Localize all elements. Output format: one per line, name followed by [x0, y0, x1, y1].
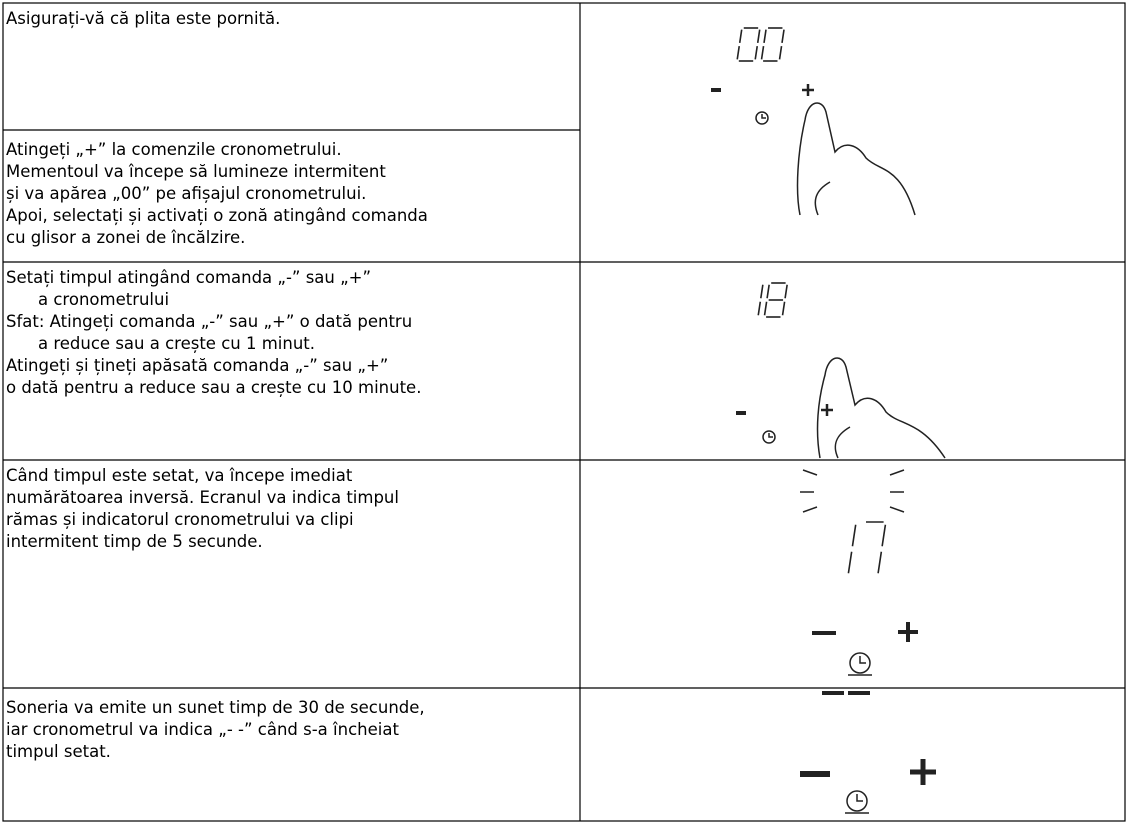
text-line: Sfat: Atingeți comanda „-” sau „+” o dat…: [6, 312, 413, 331]
timer-display: [847, 521, 887, 574]
cell-text: Atingeți „+” la comenzile cronometrului.…: [6, 139, 428, 249]
text-line: Soneria va emite un sunet timp de 30 de …: [6, 698, 425, 717]
controls-4: [800, 469, 918, 676]
text-line: numărătoarea inversă. Ecranul va indica …: [6, 488, 399, 507]
text-line: Atingeți „+” la comenzile cronometrului.: [6, 140, 342, 159]
controls-3: [736, 357, 946, 459]
cell-text: Când timpul este setat, va începe imedia…: [6, 465, 399, 553]
text-line: a reduce sau a crește cu 1 minut.: [38, 334, 316, 353]
text-line: rămas și indicatorul cronometrului va cl…: [6, 510, 354, 529]
cell-text: Asigurați-vă că plita este pornită.: [6, 8, 280, 30]
text-line: o dată pentru a reduce sau a crește cu 1…: [6, 378, 422, 397]
text-line: Atingeți și țineți apăsată comanda „-” s…: [6, 356, 389, 375]
text-line: Când timpul este setat, va începe imedia…: [6, 466, 353, 485]
text-line: Setați timpul atingând comanda „-” sau „…: [6, 268, 372, 287]
timer-display: [736, 27, 785, 62]
text-line: Mementoul va începe să lumineze intermit…: [6, 162, 386, 181]
text-line: Asigurați-vă că plita este pornită.: [6, 9, 281, 28]
controls-1: [711, 84, 916, 216]
timer-display: [757, 282, 788, 318]
controls-5: [800, 691, 936, 814]
text-line: cu glisor a zonei de încălzire.: [6, 228, 246, 247]
text-line: a cronometrului: [38, 290, 170, 309]
cell-text: Soneria va emite un sunet timp de 30 de …: [6, 697, 425, 763]
text-line: iar cronometrul va indica „- -” când s-a…: [6, 720, 399, 739]
cell-text: Setați timpul atingând comanda „-” sau „…: [6, 267, 421, 399]
text-line: intermitent timp de 5 secunde.: [6, 532, 263, 551]
text-line: și va apărea „00” pe afișajul cronometru…: [6, 184, 367, 203]
text-line: timpul setat.: [6, 742, 111, 761]
text-line: Apoi, selectați și activați o zonă ating…: [6, 206, 428, 225]
